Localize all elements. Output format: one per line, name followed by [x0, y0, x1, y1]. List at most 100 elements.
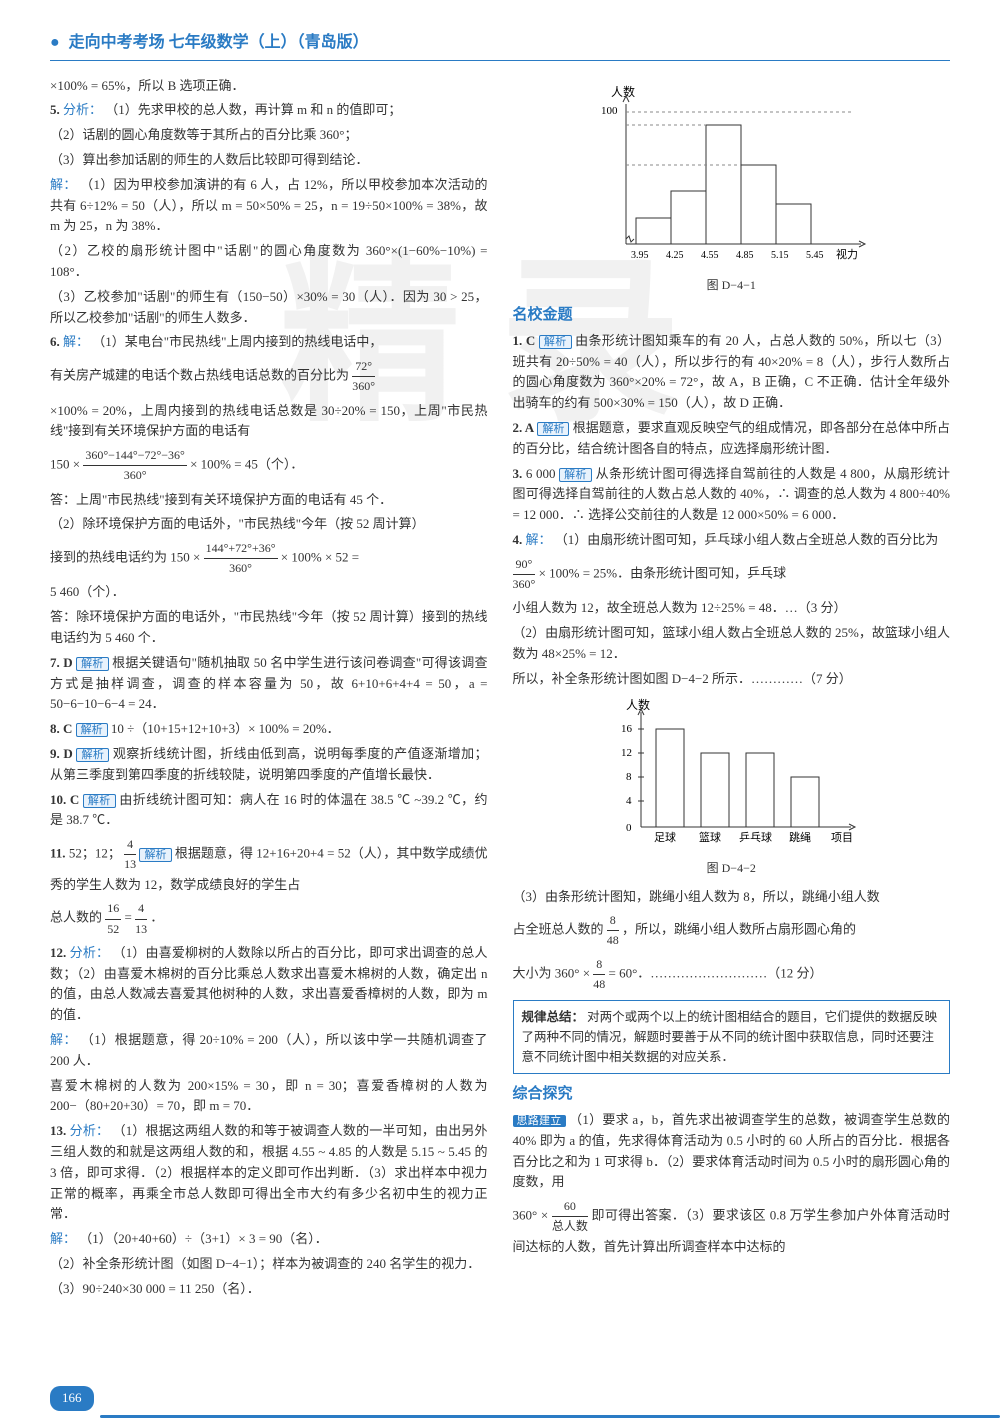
footer-line [100, 1415, 1000, 1418]
explore-frac: 60 总人数 [552, 1197, 588, 1236]
chart1-ytick: 100 [601, 105, 618, 117]
q11-f2a-bot: 52 [105, 920, 121, 939]
rq4-frac1: 90° 360° [513, 555, 536, 594]
q5: 5. 分析： （1）先求甲校的总人数，再计算 m 和 n 的值即可； [50, 100, 488, 121]
q13-sol-label: 解： [50, 1231, 76, 1246]
rq4-line1-mid: × 100% = 25%．由条形统计图可知，乒乓球 [539, 565, 787, 580]
q8-tag: 解析 [76, 723, 108, 737]
q10-text: 由折线统计图可知：病人在 16 时的体温在 38.5 ℃ ~39.2 ℃，约是 … [50, 792, 488, 828]
page-number: 166 [50, 1386, 94, 1411]
q6-f2-pre: 接到的热线电话约为 150 × [50, 550, 200, 565]
q12-sol-wrap: 解： （1）根据题意，得 20÷10% = 200（人），所以该中学一共随机调查… [50, 1030, 488, 1072]
rq4b-line2-wrap: 大小为 360° × 8 48 = 60°．………………………（12 分） [513, 955, 951, 994]
q12-sol1: （1）根据题意，得 20÷10% = 200（人），所以该中学一共随机调查了 2… [50, 1032, 488, 1068]
chart2-xl2: 篮球 [699, 830, 721, 844]
chart2-bar2 [701, 753, 729, 827]
rq2: 2. A 解析 根据题意，要求直观反映空气的组成情况，即各部分在总体中所占的百分… [513, 418, 951, 460]
rq4-sol-label: 解： [526, 532, 552, 547]
q6-sol-label: 解： [63, 334, 89, 349]
q6-f2-bot: 360° [204, 559, 278, 578]
q6-frac1: 72° 360° [352, 357, 375, 396]
q5-line3: （3）算出参加话剧的师生的人数后比较即可得到结论． [50, 150, 488, 171]
rq4b-f2-top: 8 [593, 955, 605, 975]
chart2-y4: 4 [626, 795, 632, 807]
q11-frac2a: 16 52 [105, 899, 121, 938]
rule-summary-box: 规律总结： 对两个或两个以上的统计图相结合的题目，它们提供的数据反映了两种不同的… [513, 1000, 951, 1074]
q8: 8. C 解析 10 ÷（10+15+12+10+3）× 100% = 20%． [50, 719, 488, 740]
chart-d42-svg: 人数 16 12 8 4 0 足球 篮球 乒乓球 [591, 697, 871, 857]
chart2-bar1 [656, 729, 684, 827]
q5-line1: （1）先求甲校的总人数，再计算 m 和 n 的值即可； [105, 102, 401, 117]
q6-f1-pre: 150 × [50, 457, 80, 472]
q5-sol: 解： （1）因为甲校参加演讲的有 6 人，占 12%，所以甲校参加本次活动的共有… [50, 175, 488, 237]
rq4b-frac2: 8 48 [593, 955, 605, 994]
q6-frac1-top: 72° [352, 357, 375, 377]
q9-tag: 解析 [76, 748, 109, 762]
q5-sol1: （1）因为甲校参加演讲的有 6 人，占 12%，所以甲校参加本次活动的共有 6÷… [50, 177, 488, 234]
q10-num: 10. C [50, 792, 79, 807]
right-column: 人数 100 3.95 [513, 76, 951, 1304]
q12-sol-label: 解： [50, 1032, 77, 1047]
explore-frac-wrap: 360° × 60 总人数 即可得出答案．（3）要求该区 0.8 万学生参加户外… [513, 1197, 951, 1257]
rq4: 4. 解： （1）由扇形统计图可知，乒乓球小组人数占全班总人数的百分比为 [513, 530, 951, 551]
rq4-num: 4. [513, 532, 523, 547]
q6-f1-top: 360°−144°−72°−36° [83, 446, 187, 466]
chart1-caption: 图 D−4−1 [513, 276, 951, 295]
content-columns: ×100% = 65%，所以 B 选项正确． 5. 分析： （1）先求甲校的总人… [50, 76, 950, 1304]
q6-frac1-bot: 360° [352, 377, 375, 396]
q11-f2b-bot: 13 [135, 920, 147, 939]
q5-line2: （2）话剧的圆心角度数等于其所占的百分比乘 360°； [50, 125, 488, 146]
q6-line3: ×100% = 20%，上周内接到的热线电话总数是 30÷20% = 150，上… [50, 401, 488, 443]
q5-sol2: （2）乙校的扇形统计图中"话剧"的圆心角度数为 360°×(1−60%−10%)… [50, 241, 488, 283]
chart2-xl1: 足球 [654, 830, 676, 844]
chart1-bar5 [776, 204, 811, 244]
chart2-xlabel: 项目 [831, 831, 853, 844]
q6-line5: 5 460（个）． [50, 582, 488, 603]
chart2-caption: 图 D−4−2 [513, 859, 951, 878]
rq4-frac-wrap: 90° 360° × 100% = 25%．由条形统计图可知，乒乓球 [513, 555, 951, 594]
chart1-bar3 [706, 125, 741, 244]
rq4b-l2-pre: 大小为 360° × [513, 965, 594, 980]
q5-num: 5. [50, 102, 60, 117]
q6-formula2: 接到的热线电话约为 150 × 144°+72°+36° 360° × 100%… [50, 539, 488, 578]
q10: 10. C 解析 由折线统计图可知：病人在 16 时的体温在 38.5 ℃ ~3… [50, 790, 488, 832]
q6-f1-frac: 360°−144°−72°−36° 360° [83, 446, 187, 485]
rq1-text: 由条形统计图知乘车的有 20 人，占总人数的 50%，所以七（3）班共有 20÷… [513, 333, 951, 410]
rq4b-f1-top: 8 [607, 911, 619, 931]
rq4-line2: 小组人数为 12，故全班总人数为 12÷25% = 48．…（3 分） [513, 600, 847, 615]
chart1-xl2: 4.25 [666, 250, 684, 261]
page-container: ● 走向中考考场 七年级数学（上）（青岛版） ×100% = 65%，所以 B … [0, 0, 1000, 1334]
q13-num: 13. [50, 1123, 66, 1138]
rq4-line4: 所以，补全条形统计图如图 D−4−2 所示．…………（7 分） [513, 671, 852, 686]
q11-num: 11. [50, 846, 66, 861]
chart2-bar4 [791, 777, 819, 827]
explore-tag: 思路建立 [513, 1115, 566, 1127]
page-header: ● 走向中考考场 七年级数学（上）（青岛版） [50, 30, 950, 61]
chart2-y8: 8 [626, 771, 632, 783]
q12-sol2: 喜爱木棉树的人数为 200×15% = 30，即 n = 30；喜爱香樟树的人数… [50, 1076, 488, 1118]
q5-analysis-label: 分析： [63, 102, 102, 117]
q9-num: 9. D [50, 746, 73, 761]
q8-text: 10 ÷（10+15+12+10+3）× 100% = 20%． [111, 721, 340, 736]
chart2-bar3 [746, 753, 774, 827]
q6: 6. 解： （1）某电台"市民热线"上周内接到的热线电话中， [50, 332, 488, 353]
rq2-tag: 解析 [537, 422, 569, 436]
q6-formula1: 150 × 360°−144°−72°−36° 360° × 100% = 45… [50, 446, 488, 485]
chart2-y0: 0 [626, 822, 632, 834]
header-title: 走向中考考场 七年级数学（上）（青岛版） [69, 34, 369, 51]
q13-ana: （1）根据这两组人数的和等于被调查人数的一半可知，由出另外三组人数的和就是这两组… [50, 1123, 488, 1221]
rq1-tag: 解析 [539, 335, 572, 349]
q11-frac2-wrap: 总人数的 16 52 = 4 13 ． [50, 899, 488, 938]
chart-d41-svg: 人数 100 3.95 [581, 84, 881, 274]
q6-f1-bot: 360° [83, 466, 187, 485]
rq4-line3: （2）由扇形统计图可知，篮球小组人数占全班总人数的 25%，故篮球小组人数为 4… [513, 623, 951, 665]
q7: 7. D 解析 根据关键语句"随机抽取 50 名中学生进行该问卷调查"可得该调查… [50, 653, 488, 715]
chart1-bar4 [741, 165, 776, 244]
chart1-bar1 [636, 218, 671, 244]
explore-frac-top: 60 [552, 1197, 588, 1217]
q11-f2-post: ． [150, 910, 163, 925]
chart1-xl5: 5.15 [771, 250, 789, 261]
q11-f2-pre: 总人数的 [50, 910, 102, 925]
q6-f2-post: × 100% × 52 = [281, 550, 359, 565]
chart1-break [626, 236, 634, 242]
